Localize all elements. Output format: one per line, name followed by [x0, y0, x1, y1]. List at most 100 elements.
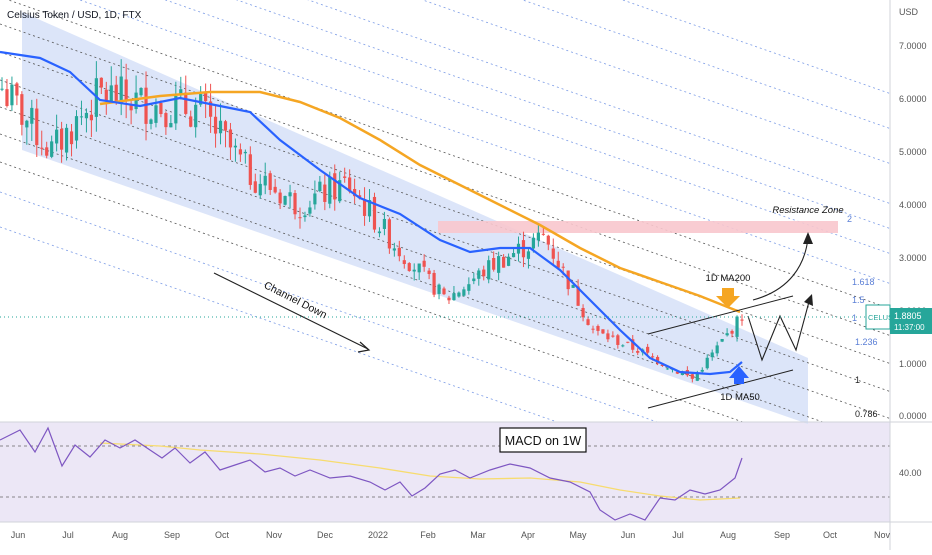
candle-body: [437, 284, 441, 294]
candle-body: [328, 176, 332, 204]
candle-body: [506, 256, 511, 266]
countdown-badge: 11:37:00: [894, 323, 925, 332]
time-tick-label: Aug: [112, 530, 128, 540]
candle-body: [680, 372, 685, 376]
projection-arrow-head: [804, 294, 813, 306]
candle-body: [452, 293, 456, 301]
macd-pane: [0, 422, 890, 522]
candle-body: [655, 356, 660, 364]
candle-body: [283, 195, 287, 205]
macd-annotation-label: MACD on 1W: [505, 434, 582, 448]
candle-body: [710, 352, 714, 358]
resistance-zone: [438, 221, 838, 233]
candle-body: [502, 256, 506, 268]
time-tick-label: Jun: [621, 530, 636, 540]
candle-body: [392, 248, 396, 251]
candle-body: [10, 84, 14, 106]
candle-body: [114, 84, 118, 104]
breakout-curve: [752, 237, 809, 301]
price-axis-ticks: 7.00006.00005.00004.00003.00002.00001.00…: [899, 41, 927, 421]
candle-body: [199, 94, 203, 105]
ma50-line: [0, 50, 743, 376]
fib-channel-line: [0, 23, 890, 336]
candle-body: [586, 319, 590, 325]
candle-body: [223, 121, 228, 131]
candle-body: [333, 173, 337, 200]
candle-body: [243, 151, 247, 154]
pattern-lower-line: [647, 369, 794, 409]
fib-label-15: 1.5: [852, 295, 865, 305]
time-tick-label: Sep: [774, 530, 790, 540]
candle-body: [611, 335, 615, 337]
candle-body: [382, 218, 387, 229]
pattern-upper-line: [647, 295, 794, 335]
candle-body: [15, 83, 19, 96]
candle-body: [725, 333, 729, 336]
candle-body: [0, 88, 4, 90]
candle-body: [576, 286, 580, 306]
candle-body: [253, 181, 257, 193]
candle-body: [263, 175, 267, 186]
symbol-badge-bg: [865, 304, 891, 330]
candle-body: [159, 102, 163, 115]
candle-body: [705, 357, 709, 369]
candle-body: [422, 260, 426, 267]
candle-body: [601, 329, 605, 334]
time-tick-label: Mar: [470, 530, 486, 540]
fib-channel-line: [421, 0, 890, 164]
candle-body: [432, 272, 436, 295]
candle-body: [700, 369, 704, 372]
candle-body: [377, 231, 382, 234]
time-tick-label: May: [569, 530, 587, 540]
time-tick-label: Apr: [521, 530, 535, 540]
fib-channel-line: [621, 0, 890, 94]
candle-body: [129, 104, 133, 111]
ma200-label: 1D MA200: [706, 273, 751, 284]
candle-body: [248, 154, 252, 185]
candle-body: [407, 263, 411, 271]
time-tick-label: Sep: [164, 530, 180, 540]
candle-body: [626, 341, 630, 343]
candle-body: [278, 192, 282, 204]
candle-body: [367, 200, 372, 217]
candles: [0, 59, 744, 383]
price-tick-label: 0.0000: [899, 411, 927, 421]
candle-body: [591, 328, 595, 330]
candle-body: [362, 199, 367, 216]
candle-body: [482, 269, 486, 277]
candle-body: [660, 364, 665, 366]
time-tick-label: Aug: [720, 530, 736, 540]
candle-body: [204, 92, 208, 102]
macd-axis-tick: 40.00: [899, 468, 922, 478]
ma200-line: [99, 90, 741, 314]
symbol-badge: CELUSD: [868, 313, 899, 322]
candle-body: [258, 183, 262, 196]
resistance-zone-label: Resistance Zone: [772, 205, 843, 216]
candle-body: [397, 247, 401, 257]
fib-channel-line: [521, 0, 890, 129]
time-tick-label: Nov: [266, 530, 283, 540]
candle-body: [35, 108, 39, 146]
candle-body: [40, 147, 44, 149]
time-tick-label: Dec: [317, 530, 334, 540]
price-axis-currency: USD: [899, 7, 919, 17]
candle-body: [556, 260, 560, 268]
candle-body: [735, 316, 739, 337]
candle-body: [268, 173, 272, 190]
candle-body: [546, 235, 550, 245]
projection-path: [747, 297, 811, 362]
candle-body: [447, 297, 451, 301]
price-tick-label: 3.0000: [899, 253, 927, 263]
candle-body: [293, 193, 297, 215]
candle-body: [492, 258, 496, 270]
candle-body: [412, 269, 416, 272]
candle-body: [79, 116, 84, 118]
candle-body: [64, 127, 69, 153]
macd-signal-line: [99, 442, 741, 501]
candle-body: [238, 149, 242, 155]
candle-body: [472, 278, 476, 282]
fib-channel-line: [7, 0, 890, 309]
candle-body: [740, 319, 744, 321]
time-tick-label: Nov: [874, 530, 891, 540]
